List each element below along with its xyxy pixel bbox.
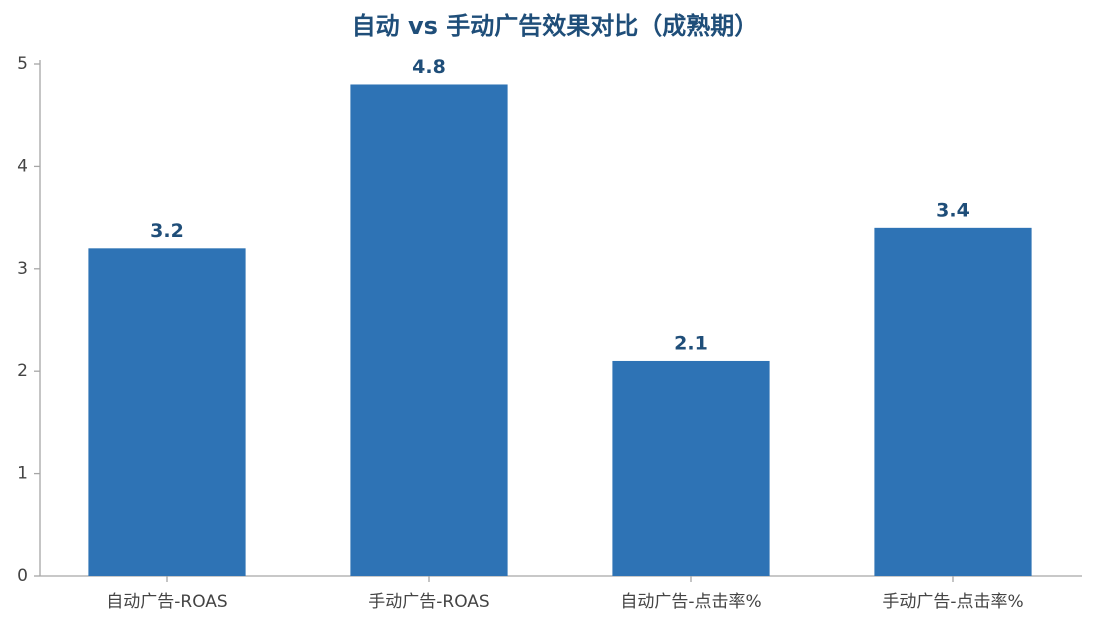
value-label: 4.8 (412, 56, 446, 78)
y-tick-label: 0 (17, 566, 28, 586)
bar (88, 248, 246, 576)
y-tick-label: 4 (17, 156, 28, 176)
y-tick-label: 3 (17, 259, 28, 279)
bar (612, 360, 770, 576)
x-tick-label: 手动广告-ROAS (368, 592, 489, 612)
x-tick-label: 自动广告-ROAS (106, 592, 227, 612)
value-label: 3.4 (936, 199, 970, 221)
bar (874, 227, 1032, 576)
value-label: 3.2 (150, 220, 184, 242)
y-tick-label: 1 (17, 464, 28, 484)
x-tick-label: 手动广告-点击率% (882, 592, 1023, 612)
y-tick-label: 2 (17, 361, 28, 381)
y-tick-label: 5 (17, 54, 28, 74)
value-label: 2.1 (674, 332, 708, 354)
chart-title: 自动 vs 手动广告效果对比（成熟期） (352, 12, 759, 40)
bar (350, 84, 508, 576)
x-tick-label: 自动广告-点击率% (620, 592, 761, 612)
